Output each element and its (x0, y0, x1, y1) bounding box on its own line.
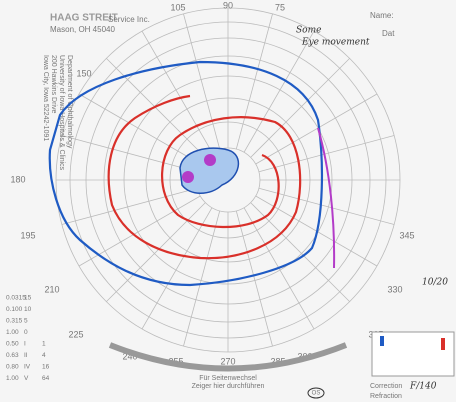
angle-label: 345 (399, 230, 414, 240)
footer-text: Zeiger hier durchführen (192, 383, 265, 390)
red-isopter (107, 94, 302, 260)
angle-label: 210 (44, 284, 59, 294)
table-cell: 0.80 (6, 364, 19, 371)
name-field: Name: (370, 11, 394, 20)
spoke (250, 58, 350, 158)
spoke (106, 202, 206, 302)
eye-circle (307, 387, 325, 399)
table-cell: 5 (24, 318, 28, 325)
angle-label: 105 (170, 2, 185, 12)
spoke (258, 187, 395, 225)
table-cell: 0.100 (6, 306, 23, 313)
institution-line: 200 Hawkins Drive (50, 55, 57, 113)
table-cell: 1 (42, 341, 46, 348)
table-cell: 4 (42, 352, 46, 359)
spoke (235, 210, 273, 347)
blue-isopter (48, 60, 324, 287)
spoke (61, 187, 198, 225)
spoke (141, 207, 213, 330)
angle-label: 330 (387, 284, 402, 294)
table-cell: 16 (42, 364, 50, 371)
table-cell: 0.63 (6, 352, 19, 359)
handwritten-note: Some (296, 26, 321, 36)
angle-label: 90 (223, 0, 233, 10)
brand: HAAG STREIT (50, 13, 118, 24)
spoke (183, 210, 221, 347)
handwritten-note: Eye movement (301, 38, 370, 48)
magenta-mark (182, 171, 194, 183)
spoke (61, 135, 198, 173)
table-cell: IV (24, 364, 31, 371)
table-cell: V (24, 375, 29, 382)
refraction-field: Refraction (370, 393, 402, 400)
spoke (141, 30, 213, 153)
graph-box (371, 331, 455, 377)
table-cell: 0.0315 (6, 295, 26, 302)
spoke (183, 13, 221, 150)
angle-label: 270 (220, 356, 235, 366)
address: Mason, OH 45040 (50, 25, 115, 34)
table-cell: 0 (24, 329, 28, 336)
date-field: Dat (382, 29, 395, 38)
angle-label: 75 (275, 2, 285, 12)
spoke (235, 13, 273, 150)
table-cell: I (24, 341, 26, 348)
blue-marker (380, 336, 384, 346)
angle-label: 150 (76, 68, 91, 78)
central-scotoma (179, 147, 240, 194)
spoke (106, 58, 206, 158)
spoke (78, 93, 201, 165)
magenta-mark (204, 154, 216, 166)
institution-line: Department of Ophthalmology (66, 55, 73, 149)
table-cell: 0.50 (6, 341, 19, 348)
table-cell: 1.00 (6, 329, 19, 336)
angle-label: 195 (20, 230, 35, 240)
correction-field: Correction (370, 383, 402, 390)
handwritten-date: 10/20 (422, 278, 448, 288)
purple-isopter (317, 127, 336, 269)
rotation-arrow (108, 342, 348, 372)
spoke (250, 202, 350, 302)
table-cell: 1.00 (6, 375, 19, 382)
red-marker (441, 338, 445, 350)
table-cell: II (24, 352, 28, 359)
table-cell: 64 (42, 375, 50, 382)
footer-text: Für Seitenwechsel (199, 375, 257, 382)
service: Service Inc. (108, 15, 150, 24)
eye-label: OS (312, 391, 321, 397)
spoke (243, 30, 315, 153)
handwritten-correction: F/140 (409, 382, 437, 392)
table-cell: 10 (24, 306, 32, 313)
angle-label: 240 (122, 351, 137, 361)
spoke (255, 93, 378, 165)
spoke (258, 135, 395, 173)
institution-line: Iowa City, Iowa 52242-1091 (42, 55, 49, 141)
table-cell: 15 (24, 295, 32, 302)
angle-label: 225 (68, 329, 83, 339)
table-cell: 0.315 (6, 318, 23, 325)
angle-label: 180 (10, 174, 25, 184)
